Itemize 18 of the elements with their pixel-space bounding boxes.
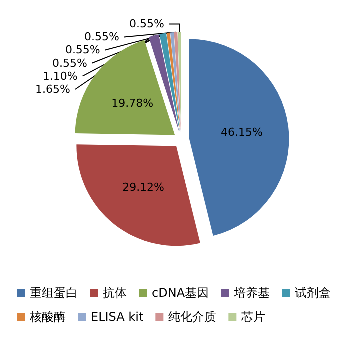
data-label: 29.12% (122, 181, 165, 194)
data-label: 1.10% (42, 70, 78, 83)
data-label: 1.65% (36, 82, 70, 96)
legend-label: 纯化介质 (168, 310, 217, 324)
legend-label: 重组蛋白 (30, 286, 78, 300)
legend-label: 试剂盒 (295, 286, 332, 300)
legend-label: cDNA基因 (152, 286, 210, 300)
data-label: 46.15% (220, 126, 263, 140)
legend-label: ELISA kit (91, 310, 144, 324)
legend-label: 芯片 (240, 310, 266, 324)
data-label: 19.78% (112, 97, 154, 110)
legend-label: 抗体 (103, 286, 127, 300)
legend-label: 培养基 (233, 286, 270, 300)
data-label: 0.55% (52, 56, 88, 70)
legend-label: 核酸酶 (29, 310, 66, 324)
data-label: 0.55% (84, 30, 120, 44)
data-label: 0.55% (65, 44, 100, 57)
data-label: 0.55% (130, 18, 164, 31)
